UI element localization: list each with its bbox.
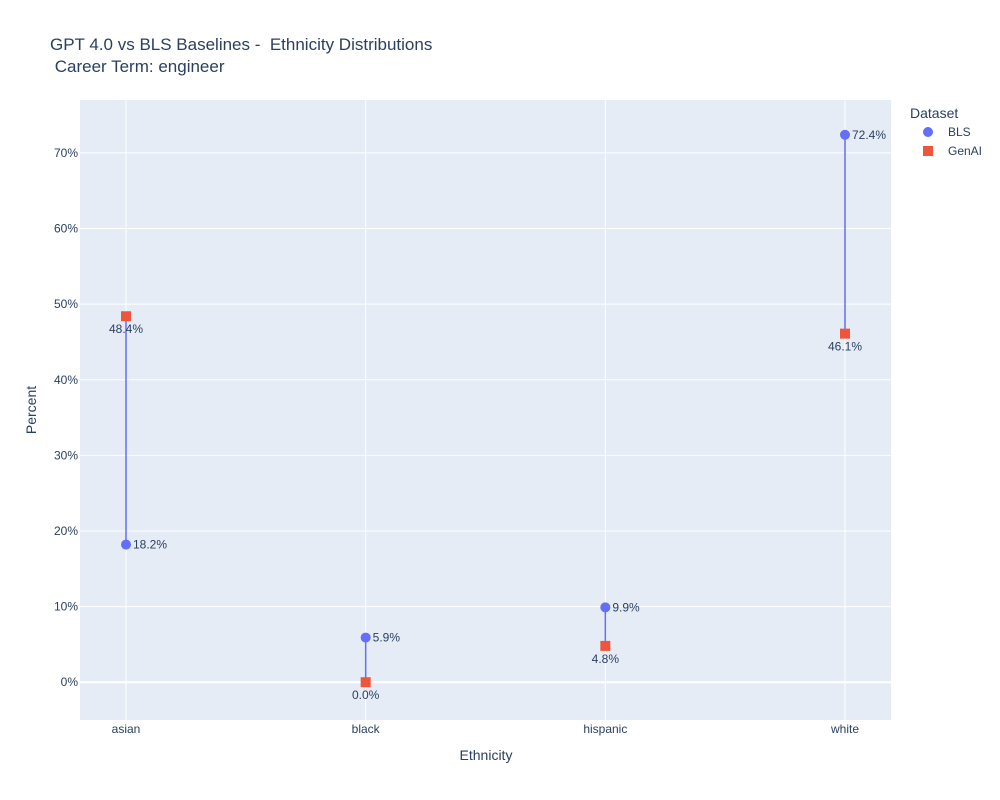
y-tick-label: 20% [54,524,78,538]
genai-point [840,328,850,339]
bls-data-label: 72.4% [852,128,886,142]
y-tick-label: 60% [54,222,78,236]
x-tick-label: black [352,722,381,736]
x-tick-label: white [830,722,859,736]
y-axis-ticks: 0% 10% 20% 30% 40% 50% 60% 70% [54,146,78,689]
legend-item-label: GenAI [948,144,982,158]
legend-genai-icon [923,146,933,156]
chart-title-line-2: Career Term: engineer [50,57,225,76]
bls-data-label: 18.2% [133,538,167,552]
genai-data-label: 4.8% [592,652,620,666]
plot-background [80,100,891,720]
genai-data-label: 46.1% [828,340,862,354]
genai-point [600,640,611,651]
connector-lines [125,134,846,683]
x-tick-label: asian [112,722,141,736]
y-tick-label: 70% [54,146,78,160]
grid-lines [80,100,891,720]
bls-point [121,539,131,550]
y-tick-label: 0% [61,675,79,689]
x-tick-label: hispanic [583,722,627,736]
bls-point [840,129,850,140]
y-tick-label: 10% [54,600,78,614]
y-axis-title: Percent [23,386,39,434]
chart-title-line-1: GPT 4.0 vs BLS Baselines - Ethnicity Dis… [50,35,433,54]
bls-data-label: 9.9% [612,600,640,614]
legend-title: Dataset [910,105,958,121]
bls-data-label: 5.9% [373,631,401,645]
genai-data-label: 48.4% [109,322,143,336]
y-tick-label: 50% [54,297,78,311]
data-markers [121,129,850,688]
legend-bls-icon [923,127,933,137]
y-tick-label: 30% [54,448,78,462]
genai-point [360,677,371,688]
genai-data-label: 0.0% [352,688,380,702]
x-axis-title: Ethnicity [460,747,513,763]
y-tick-label: 40% [54,373,78,387]
legend: Dataset BLS GenAI [910,105,982,158]
genai-point [121,311,131,322]
data-labels: 18.2% 5.9% 9.9% 72.4% 48.4% 0.0% 4.8% 46.1% [109,128,886,702]
x-axis-ticks: asian black hispanic white [112,722,860,736]
bls-point [600,602,611,613]
bls-point [360,632,371,643]
legend-item-label: BLS [948,125,971,139]
